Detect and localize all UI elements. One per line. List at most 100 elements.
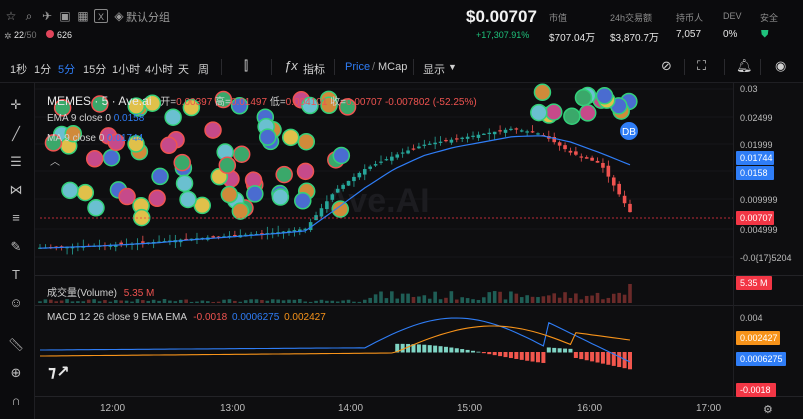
trade-avatar-icon (151, 167, 169, 186)
volume-bar (514, 293, 519, 303)
y-tick: -0.0{17}5204 (740, 253, 792, 263)
fib-icon[interactable]: ≡ (12, 210, 20, 225)
macd-histogram-bar (552, 347, 557, 353)
trade-avatar (220, 185, 239, 204)
zoom-in-icon[interactable]: ⊕ (10, 365, 22, 380)
display-menu[interactable]: 显示 (423, 64, 445, 76)
ruler-icon[interactable]: 📏︎ (7, 337, 25, 352)
interval-5m[interactable]: 5分 (58, 64, 76, 76)
interval-1h[interactable]: 1小时 (112, 64, 141, 76)
legend-low: 低=0.004101 (269, 97, 328, 108)
macd-histogram-bar (600, 352, 605, 364)
trade-avatar (275, 165, 293, 184)
search-icon[interactable]: ⌕ (25, 9, 33, 23)
camera-icon[interactable]: ◉ (775, 58, 787, 73)
divider (724, 59, 725, 75)
trade-avatar-icon (544, 103, 563, 121)
interval-15m[interactable]: 15分 (83, 64, 107, 76)
trade-avatar-icon (220, 185, 239, 204)
interval-1m[interactable]: 1分 (34, 64, 52, 76)
trade-avatar (148, 189, 166, 208)
volume-bar (168, 300, 172, 303)
trade-avatar-icon (148, 189, 166, 208)
trade-avatar (301, 96, 319, 115)
trade-avatar (85, 150, 104, 168)
telegram-icon[interactable]: ✈ (41, 9, 53, 23)
volume-bar (368, 297, 372, 303)
trade-avatar (53, 99, 72, 117)
candle (536, 133, 540, 135)
candle (628, 203, 632, 213)
interval-1d[interactable]: 天 (178, 64, 189, 76)
divider (271, 59, 272, 75)
interval-4h[interactable]: 4小时 (145, 64, 174, 76)
candle (579, 156, 584, 158)
volume-bar (43, 299, 48, 303)
star-icon[interactable]: ☆ (5, 9, 17, 23)
fx-icon[interactable]: ƒx (284, 58, 298, 73)
group-label[interactable]: 默认分组 (126, 12, 170, 24)
time-tick: 17:00 (696, 403, 722, 414)
brush-icon[interactable]: ✎ (10, 239, 22, 254)
volume-bar (124, 300, 129, 303)
token-header: ☆ ⌕ ✈ ▣ ▦ X ◈ 默认分组 ✲ 22/50 626 $0.00707 … (0, 0, 803, 48)
ma-legend: MA 9 close 0 0.01744 (47, 133, 144, 144)
divider (413, 59, 414, 75)
volume-bar (92, 299, 96, 303)
macd-histogram-bar (519, 352, 524, 360)
price-toggle[interactable]: Price (345, 61, 371, 73)
candle (514, 128, 519, 130)
trade-avatar-icon (294, 192, 312, 210)
settings-gear-icon[interactable]: ⚙ (763, 404, 773, 416)
trade-avatar (173, 153, 191, 172)
trendline-icon[interactable]: ╱ (12, 126, 20, 141)
candle (368, 166, 372, 169)
magnet-icon[interactable]: ∩ (11, 393, 21, 408)
interval-1w[interactable]: 周 (198, 64, 209, 76)
pattern-icon[interactable]: ⋈ (9, 182, 23, 197)
candle-type-icon[interactable]: ⫿ (244, 58, 249, 73)
legend-high: 高=0.01497 (215, 97, 268, 108)
legend-open: 开=0.00397 (160, 97, 213, 108)
trade-avatar-icon (533, 83, 552, 102)
dev-avatar-tag: DB (622, 127, 636, 138)
lock-icon[interactable]: ▣ (59, 9, 71, 23)
stat-label-dev: DEV (723, 11, 742, 21)
indicator-button[interactable]: 指标 (303, 64, 325, 76)
collapse-legend-icon[interactable]: ︿ (50, 157, 60, 168)
macd-histogram-bar (508, 352, 513, 359)
box-icon[interactable]: ▦ (77, 9, 89, 23)
macd-tick: 0.004 (740, 313, 763, 323)
alert-bell-icon[interactable]: 🔔︎ (736, 58, 753, 73)
volume-bar (81, 301, 86, 303)
stat-value-dev: 0% (723, 29, 738, 40)
volume-bar (422, 295, 427, 303)
interval-1s[interactable]: 1秒 (10, 64, 28, 76)
magnifier-icon[interactable]: ⊘ (661, 58, 672, 73)
mcap-toggle[interactable]: MCap (378, 61, 408, 73)
x-icon[interactable]: X (94, 9, 108, 23)
volume-bar (438, 299, 443, 303)
trade-avatar (102, 148, 121, 167)
folder-icon[interactable]: ◈ (114, 9, 124, 23)
shield-icon[interactable]: ⛊ (761, 29, 769, 40)
volume-bar (65, 299, 69, 303)
trade-avatar (232, 145, 251, 163)
trade-avatar (258, 128, 277, 146)
volume-bar (151, 299, 156, 303)
candle (303, 228, 308, 230)
volume-bar (357, 301, 362, 303)
emoji-icon[interactable]: ☺ (9, 295, 23, 310)
crosshair-icon[interactable]: ✛ (10, 97, 22, 112)
dev-avatar[interactable] (620, 122, 638, 140)
fullscreen-icon[interactable]: ⛶ (697, 58, 707, 73)
caret-down-icon[interactable]: ▼ (448, 62, 457, 72)
trade-avatar-icon (297, 132, 316, 151)
macd-histogram-bar (400, 343, 405, 353)
macd-legend: MACD 12 26 close 9 EMA EMA -0.0018 0.000… (47, 312, 326, 323)
horizontal-lines-icon[interactable]: ☰ (10, 154, 22, 169)
candle (449, 139, 454, 143)
candle (373, 164, 378, 166)
text-tool-icon[interactable]: T (12, 267, 20, 282)
